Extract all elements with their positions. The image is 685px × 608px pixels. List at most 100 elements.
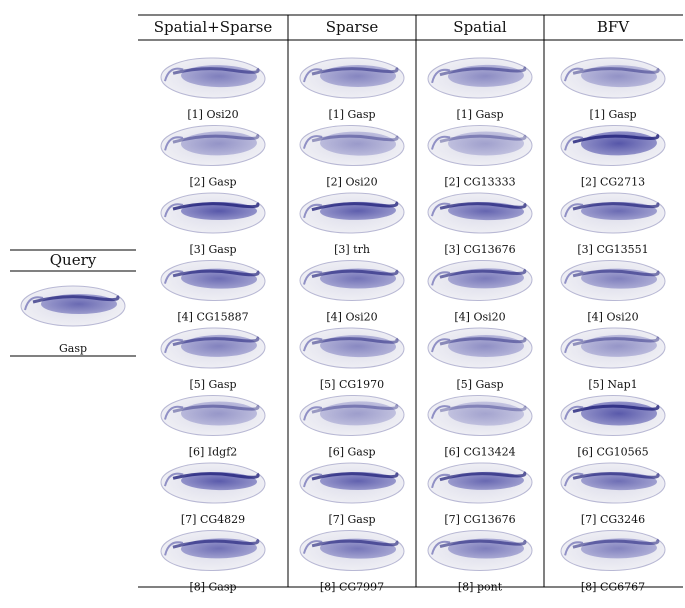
embryo-head (431, 473, 451, 489)
embryo-head (164, 541, 184, 556)
embryo-head (163, 67, 184, 82)
result-label: [2] Osi20 (326, 176, 377, 189)
column-header: Spatial (453, 18, 507, 36)
result-label: [5] Nap1 (588, 378, 637, 391)
embryo-head (564, 338, 584, 354)
embryo-stain (320, 131, 397, 156)
embryo-image (427, 57, 533, 99)
result-label: [4] CG15887 (177, 311, 248, 324)
result-label: [7] CG4829 (181, 513, 245, 526)
embryo-stripe (172, 336, 260, 347)
embryo-head (164, 136, 184, 151)
embryo-head (564, 405, 584, 420)
embryo-head (303, 68, 323, 83)
embryo-stain (448, 131, 524, 156)
embryo-image (427, 327, 533, 369)
embryo-stripe (311, 134, 399, 143)
embryo-head (431, 135, 451, 150)
embryo-stripe (32, 294, 120, 304)
embryo-stripe (311, 201, 399, 212)
result-label: [6] Idgf2 (189, 446, 238, 459)
result-label: [8] CG6767 (581, 581, 645, 594)
embryo-image (160, 57, 266, 99)
embryo-head (303, 270, 323, 285)
embryo-image (299, 394, 405, 437)
embryo-head (431, 68, 451, 84)
embryo-image (560, 192, 666, 234)
result-label: [6] CG13424 (444, 446, 515, 459)
result-label: [1] Gasp (328, 108, 375, 121)
embryo-image (427, 125, 533, 166)
embryo-stripe (439, 268, 527, 279)
embryo-head (302, 540, 323, 554)
embryo-image (427, 462, 533, 504)
embryo-stain (448, 401, 525, 426)
embryo-image (427, 259, 533, 302)
result-label: [4] Osi20 (326, 311, 377, 324)
embryo-stripe (439, 539, 527, 548)
embryo-image (560, 259, 666, 302)
embryo-image (427, 394, 533, 437)
embryo-image (160, 327, 266, 369)
embryo-head (431, 338, 451, 353)
result-label: [3] CG13551 (577, 243, 648, 256)
embryo-image (560, 395, 666, 436)
embryo-stain (319, 401, 396, 426)
result-label: [3] Gasp (189, 243, 236, 256)
embryo-stripe (572, 269, 660, 278)
embryo-stripe (439, 134, 527, 143)
embryo-stripe (572, 201, 660, 211)
embryo-stripe (439, 404, 527, 413)
result-label: [2] CG2713 (581, 176, 645, 189)
embryo-image (160, 395, 266, 436)
embryo-image (560, 462, 666, 504)
result-label: [6] Gasp (328, 446, 375, 459)
embryo-image (560, 327, 666, 369)
embryo-head (431, 271, 451, 286)
embryo-image (20, 285, 126, 327)
embryo-head (24, 296, 44, 311)
embryo-image (160, 192, 266, 234)
embryo-stripe (439, 471, 527, 482)
result-label: [8] Gasp (189, 581, 236, 594)
embryo-stripe (311, 337, 399, 345)
result-label: [7] CG3246 (581, 513, 645, 526)
embryo-image (560, 529, 666, 572)
embryo-image (560, 57, 666, 99)
result-label: [4] Osi20 (454, 311, 505, 324)
embryo-head (303, 406, 323, 421)
embryo-stripe (572, 404, 660, 413)
embryo-image (299, 462, 405, 504)
embryo-image (160, 259, 266, 302)
embryo-stripe (172, 133, 260, 144)
result-label: [8] pont (458, 581, 503, 594)
column-header: Sparse (326, 18, 379, 36)
embryo-image (160, 529, 266, 572)
column-header: Spatial+Sparse (154, 18, 273, 36)
embryo-image (299, 260, 405, 301)
embryo-head (164, 203, 184, 218)
embryo-stripe (572, 336, 660, 347)
embryo-stain (580, 334, 657, 357)
embryo-stripe (172, 538, 260, 549)
embryo-stripe (172, 472, 260, 480)
embryo-head (163, 270, 184, 284)
embryo-head (164, 405, 184, 420)
embryo-head (164, 338, 184, 354)
embryo-stripe (172, 201, 260, 211)
result-label: [1] Osi20 (187, 108, 238, 121)
embryo-stripe (572, 133, 660, 144)
embryo-stain (181, 401, 257, 426)
embryo-image (299, 327, 405, 369)
embryo-stripe (311, 66, 399, 76)
embryo-head (564, 136, 584, 151)
embryo-head (431, 540, 451, 555)
embryo-head (430, 405, 451, 419)
embryo-stripe (572, 472, 660, 480)
result-label: [3] CG13676 (444, 243, 515, 256)
embryo-head (563, 67, 584, 82)
embryo-stripe (172, 404, 260, 413)
embryo-image (299, 57, 405, 99)
result-label: [3] trh (334, 243, 370, 256)
